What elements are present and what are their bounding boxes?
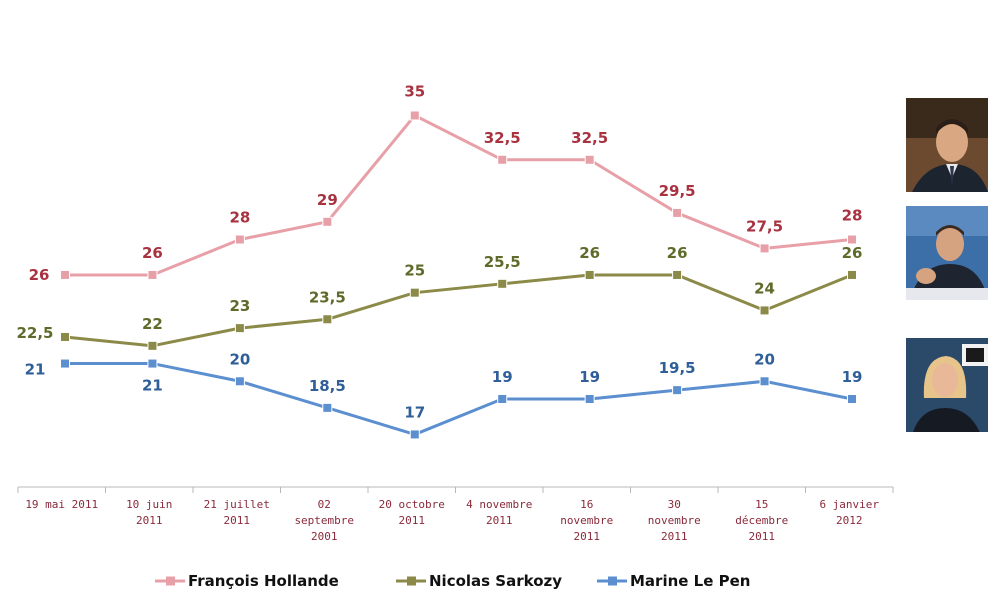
data-label: 25,5 [484,253,521,271]
data-point [148,359,157,368]
data-label: 27,5 [746,217,783,235]
data-point [61,332,70,341]
x-tick-label: 30 novembre 2011 [648,498,701,543]
data-point [410,111,419,120]
data-point [760,244,769,253]
data-label: 25 [404,262,425,280]
data-label: 35 [404,82,425,100]
data-point [848,395,857,404]
data-point [148,341,157,350]
data-point [848,235,857,244]
data-point [760,306,769,315]
data-point [410,288,419,297]
data-label: 23,5 [309,288,346,306]
series-line [65,115,852,274]
x-axis: 19 mai 2011 10 juin 2011 21 juillet 2011 02 se… [18,487,893,543]
x-tick-label: 02 septembre 2001 [294,498,354,543]
data-point [673,386,682,395]
data-point [498,155,507,164]
data-point [673,208,682,217]
legend-label: Nicolas Sarkozy [429,572,562,590]
data-point [148,270,157,279]
data-label: 21 [25,361,46,379]
data-point [848,270,857,279]
data-label: 19,5 [659,359,696,377]
x-tick-label: 10 juin 2011 [126,498,172,527]
legend-item: Marine Le Pen [597,572,750,590]
series-layer [61,111,857,439]
data-label: 18,5 [309,377,346,395]
data-label: 32,5 [484,129,521,147]
data-point [760,377,769,386]
data-point [323,315,332,324]
portrait-sarkozy-photo [906,206,988,300]
data-point [61,270,70,279]
data-label: 26 [842,244,863,262]
data-label: 23 [229,297,250,315]
series-nicolas-sarkozy [61,270,857,350]
portrait-hollande-photo [906,98,988,192]
portrait-le-pen-photo [906,338,988,432]
data-label: 24 [754,279,775,297]
data-point [585,155,594,164]
data-point [235,235,244,244]
data-point [235,377,244,386]
data-point [585,395,594,404]
data-label: 20 [229,350,250,368]
data-label: 26 [142,244,163,262]
data-label: 19 [492,368,513,386]
data-label: 21 [142,377,163,395]
data-label: 26 [579,244,600,262]
series-line [65,364,852,435]
data-label: 26 [29,266,50,284]
x-tick-label: 19 mai 2011 [25,498,98,511]
x-tick-label: 21 juillet 2011 [204,498,270,527]
data-label: 26 [667,244,688,262]
legend-item: François Hollande [155,572,339,590]
data-point [673,270,682,279]
data-point [498,279,507,288]
data-label: 19 [579,368,600,386]
data-label: 20 [754,350,775,368]
data-point [323,217,332,226]
data-point [61,359,70,368]
data-label: 22,5 [16,324,53,342]
legend-label: François Hollande [188,572,339,590]
legend-label: Marine Le Pen [630,572,750,590]
data-point [235,324,244,333]
data-label: 29,5 [659,182,696,200]
series-fran-ois-hollande [61,111,857,279]
x-tick-label: 4 novembre 2011 [466,498,532,527]
data-point [323,403,332,412]
data-labels: 26 26 28 29 35 32,5 32,5 29,5 27,5 28 22,5 22 23 23,5… [16,82,862,421]
series-line [65,275,852,346]
data-label: 22 [142,315,163,333]
x-tick-label: 6 janvier 2012 [819,498,879,527]
data-point [410,430,419,439]
data-point [498,395,507,404]
data-label: 28 [842,207,863,225]
x-tick-label: 16 novembre 2011 [560,498,613,543]
series-marine-le-pen [61,359,857,439]
data-label: 28 [229,209,250,227]
legend-item: Nicolas Sarkozy [396,572,562,590]
data-label: 19 [842,368,863,386]
data-label: 17 [404,403,425,421]
legend: François Hollande Nicolas Sarkozy Marine L… [155,572,750,590]
data-point [585,270,594,279]
data-label: 29 [317,191,338,209]
x-tick-label: 15 décembre 2011 [735,498,788,543]
x-tick-label: 20 octobre 2011 [379,498,445,527]
data-label: 32,5 [571,129,608,147]
